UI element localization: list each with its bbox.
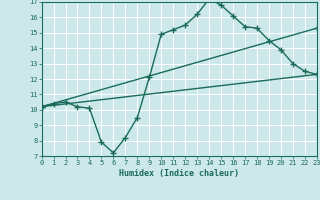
X-axis label: Humidex (Indice chaleur): Humidex (Indice chaleur) bbox=[119, 169, 239, 178]
